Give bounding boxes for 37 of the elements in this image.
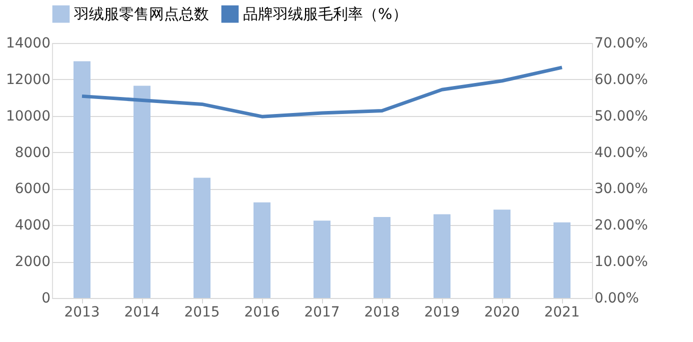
y-tick-label: 6000 <box>14 181 50 198</box>
y2-tick-label: 30.00% <box>594 181 648 198</box>
x-tick-label: 2017 <box>304 304 340 320</box>
bar <box>194 178 210 298</box>
x-tick-label: 2014 <box>124 304 160 320</box>
x-tick-label: 2015 <box>184 304 220 320</box>
x-tick-label: 2016 <box>244 304 280 320</box>
y2-tick-label: 40.00% <box>594 144 648 161</box>
bar <box>374 216 390 298</box>
y-tick-label: 12000 <box>6 72 50 88</box>
bar <box>314 220 330 298</box>
y2-tick-label: 60.00% <box>594 72 648 88</box>
y-tick-label: 8000 <box>14 144 50 161</box>
y2-tick-label: 20.00% <box>594 218 648 234</box>
y-tick-label: 0 <box>42 290 50 306</box>
y-tick-label: 2000 <box>14 254 50 270</box>
bar <box>254 202 270 298</box>
legend-label: 品牌羽绒服毛利率（%） <box>243 5 408 24</box>
line-series <box>80 66 564 118</box>
y-tick-label: 4000 <box>14 218 50 234</box>
y-tick-label: 14000 <box>6 36 50 52</box>
y2-tick-label: 70.00% <box>594 36 648 52</box>
bar <box>74 61 90 298</box>
bar <box>434 214 450 298</box>
x-tick-label: 2018 <box>364 304 400 320</box>
y2-tick-label: 0.00% <box>594 290 639 306</box>
y-tick-label: 10000 <box>6 108 50 124</box>
x-tick-label: 2021 <box>544 304 580 320</box>
legend-label: 羽绒服零售网点总数 <box>73 5 209 24</box>
bar <box>494 210 510 298</box>
x-tick-label: 2019 <box>424 304 460 320</box>
bar <box>134 86 150 298</box>
bar <box>554 222 570 298</box>
y2-tick-label: 10.00% <box>594 254 648 270</box>
y2-tick-label: 50.00% <box>594 108 648 124</box>
x-tick-label: 2020 <box>484 304 520 320</box>
x-tick-label: 2013 <box>64 304 100 320</box>
